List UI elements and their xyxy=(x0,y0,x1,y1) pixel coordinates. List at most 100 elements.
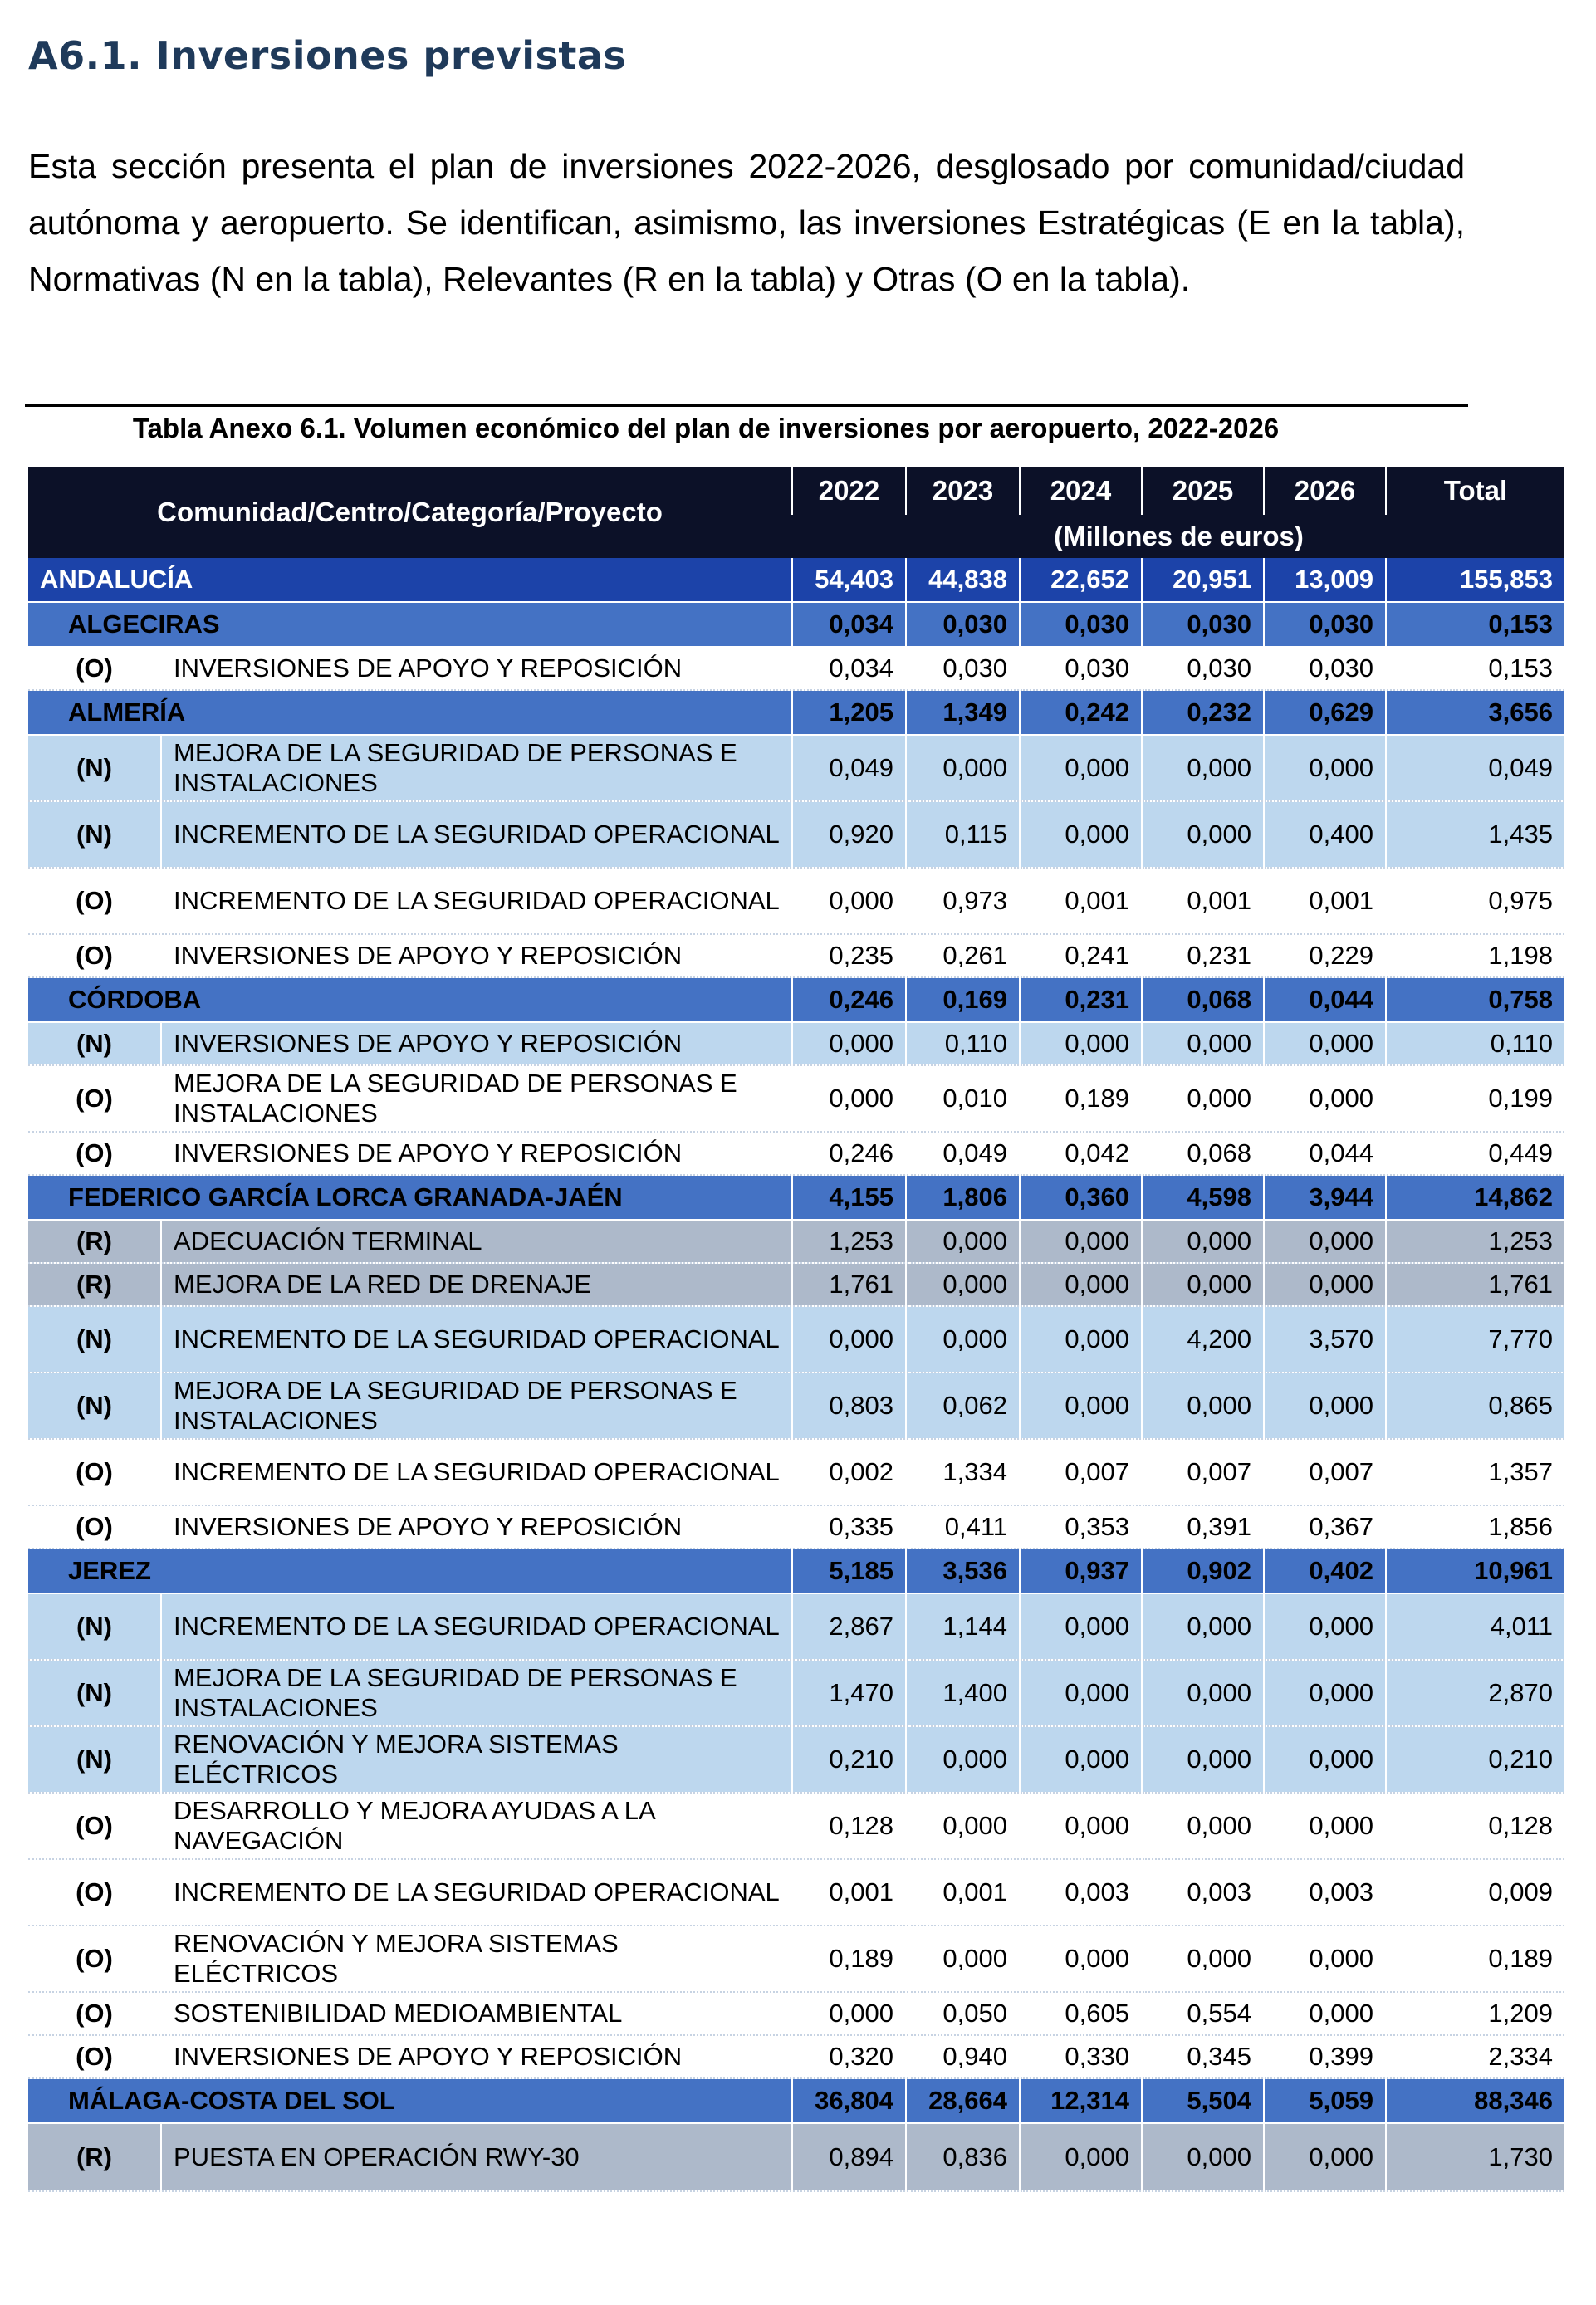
year-value: 0,902 xyxy=(1141,1549,1264,1594)
category-code: (R) xyxy=(28,1220,161,1264)
year-value: 0,353 xyxy=(1019,1505,1142,1549)
airport-name: FEDERICO GARCÍA LORCA GRANADA-JAÉN xyxy=(28,1175,792,1221)
table-body: ANDALUCÍA 54,403 44,838 22,652 20,951 13,009 1… xyxy=(28,558,1564,2192)
project-row: (O) INCREMENTO DE LA SEGURIDAD OPERACIONA… xyxy=(28,868,1564,935)
year-value: 0,001 xyxy=(905,1859,1020,1926)
year-value: 0,231 xyxy=(1141,934,1264,978)
year-value: 0,320 xyxy=(791,2035,906,2079)
project-name: INVERSIONES DE APOYO Y REPOSICIÓN xyxy=(160,2035,792,2079)
region-row: ANDALUCÍA 54,403 44,838 22,652 20,951 13,009 1… xyxy=(28,558,1564,603)
year-value: 0,115 xyxy=(905,801,1020,869)
year-value: 0,000 xyxy=(905,1926,1020,1993)
intro-paragraph: Esta sección presenta el plan de inversi… xyxy=(28,147,1465,298)
year-value: 1,334 xyxy=(905,1439,1020,1506)
total-value: 88,346 xyxy=(1385,2078,1564,2124)
year-value: 0,000 xyxy=(1141,2123,1264,2192)
year-value: 0,000 xyxy=(1141,1593,1264,1661)
section-title: A6.1. Inversiones previstas xyxy=(28,33,627,78)
header-year: 2025 xyxy=(1141,467,1264,515)
year-value: 1,144 xyxy=(905,1593,1020,1661)
year-value: 0,330 xyxy=(1019,2035,1142,2079)
total-value: 1,253 xyxy=(1385,1220,1564,1264)
year-value: 1,761 xyxy=(791,1263,906,1307)
year-value: 0,000 xyxy=(1141,1022,1264,1066)
total-value: 0,128 xyxy=(1385,1793,1564,1860)
year-value: 20,951 xyxy=(1141,558,1264,603)
year-value: 0,030 xyxy=(1263,602,1386,648)
total-value: 0,049 xyxy=(1385,735,1564,802)
year-value: 0,360 xyxy=(1019,1175,1142,1221)
year-value: 0,235 xyxy=(791,934,906,978)
project-row: (R) PUESTA EN OPERACIÓN RWY-30 0,894 0,836 0… xyxy=(28,2123,1564,2192)
year-value: 0,000 xyxy=(1019,801,1142,869)
project-name: MEJORA DE LA SEGURIDAD DE PERSONAS E INS… xyxy=(160,1373,792,1440)
category-code: (N) xyxy=(28,1022,161,1066)
category-code: (O) xyxy=(28,1859,161,1926)
category-code: (O) xyxy=(28,1132,161,1176)
year-value: 0,000 xyxy=(1263,1263,1386,1307)
category-code: (O) xyxy=(28,1439,161,1506)
year-value: 0,044 xyxy=(1263,1132,1386,1176)
category-code: (N) xyxy=(28,1593,161,1661)
project-row: (N) MEJORA DE LA SEGURIDAD DE PERSONAS E … xyxy=(28,1660,1564,1727)
airport-row: ALGECIRAS 0,034 0,030 0,030 0,030 0,030 0,153 xyxy=(28,602,1564,648)
year-value: 0,000 xyxy=(1263,1992,1386,2036)
year-value: 0,000 xyxy=(1019,1263,1142,1307)
category-code: (N) xyxy=(28,1373,161,1440)
total-value: 2,334 xyxy=(1385,2035,1564,2079)
year-value: 5,185 xyxy=(791,1549,906,1594)
total-value: 0,189 xyxy=(1385,1926,1564,1993)
year-value: 0,169 xyxy=(905,977,1020,1023)
year-value: 36,804 xyxy=(791,2078,906,2124)
airport-row: MÁLAGA-COSTA DEL SOL 36,804 28,664 12,314 5,… xyxy=(28,2078,1564,2124)
project-row: (O) INVERSIONES DE APOYO Y REPOSICIÓN 0,03… xyxy=(28,647,1564,691)
year-value: 1,205 xyxy=(791,690,906,736)
year-value: 0,229 xyxy=(1263,934,1386,978)
airport-name: MÁLAGA-COSTA DEL SOL xyxy=(28,2078,792,2124)
year-value: 2,867 xyxy=(791,1593,906,1661)
total-value: 14,862 xyxy=(1385,1175,1564,1221)
year-value: 0,000 xyxy=(1141,1793,1264,1860)
year-value: 0,399 xyxy=(1263,2035,1386,2079)
year-value: 22,652 xyxy=(1019,558,1142,603)
total-value: 4,011 xyxy=(1385,1593,1564,1661)
year-value: 0,000 xyxy=(905,1263,1020,1307)
project-row: (O) SOSTENIBILIDAD MEDIOAMBIENTAL 0,000 0,0… xyxy=(28,1992,1564,2036)
year-value: 4,598 xyxy=(1141,1175,1264,1221)
year-value: 0,000 xyxy=(791,1306,906,1373)
category-code: (N) xyxy=(28,1660,161,1727)
year-value: 0,411 xyxy=(905,1505,1020,1549)
year-value: 0,000 xyxy=(1263,1065,1386,1133)
project-row: (O) INCREMENTO DE LA SEGURIDAD OPERACIONA… xyxy=(28,1439,1564,1506)
year-value: 0,000 xyxy=(1263,1593,1386,1661)
year-value: 0,000 xyxy=(905,735,1020,802)
year-value: 0,000 xyxy=(1263,1726,1386,1794)
year-value: 0,246 xyxy=(791,1132,906,1176)
year-value: 0,000 xyxy=(1141,1373,1264,1440)
total-value: 1,761 xyxy=(1385,1263,1564,1307)
year-value: 0,003 xyxy=(1263,1859,1386,1926)
caption-rule xyxy=(25,404,1468,407)
year-value: 0,000 xyxy=(1263,1022,1386,1066)
year-value: 0,242 xyxy=(1019,690,1142,736)
project-row: (N) RENOVACIÓN Y MEJORA SISTEMAS ELÉCTRIC… xyxy=(28,1726,1564,1794)
category-code: (O) xyxy=(28,1926,161,1993)
category-code: (N) xyxy=(28,1726,161,1794)
year-value: 3,570 xyxy=(1263,1306,1386,1373)
airport-name: ALGECIRAS xyxy=(28,602,792,648)
year-value: 0,007 xyxy=(1019,1439,1142,1506)
year-value: 0,000 xyxy=(905,1726,1020,1794)
project-name: INVERSIONES DE APOYO Y REPOSICIÓN xyxy=(160,1505,792,1549)
airport-name: CÓRDOBA xyxy=(28,977,792,1023)
year-value: 0,002 xyxy=(791,1439,906,1506)
project-row: (N) INCREMENTO DE LA SEGURIDAD OPERACIONA… xyxy=(28,1593,1564,1661)
year-value: 0,030 xyxy=(905,647,1020,691)
project-name: RENOVACIÓN Y MEJORA SISTEMAS ELÉCTRICOS xyxy=(160,1726,792,1794)
year-value: 0,940 xyxy=(905,2035,1020,2079)
header-name-column: Comunidad/Centro/Categoría/Proyecto xyxy=(28,467,792,558)
year-value: 0,000 xyxy=(1141,1263,1264,1307)
year-value: 0,000 xyxy=(1019,1220,1142,1264)
project-row: (O) DESARROLLO Y MEJORA AYUDAS A LA NAVEG… xyxy=(28,1793,1564,1860)
year-value: 1,400 xyxy=(905,1660,1020,1727)
year-value: 0,000 xyxy=(791,868,906,935)
